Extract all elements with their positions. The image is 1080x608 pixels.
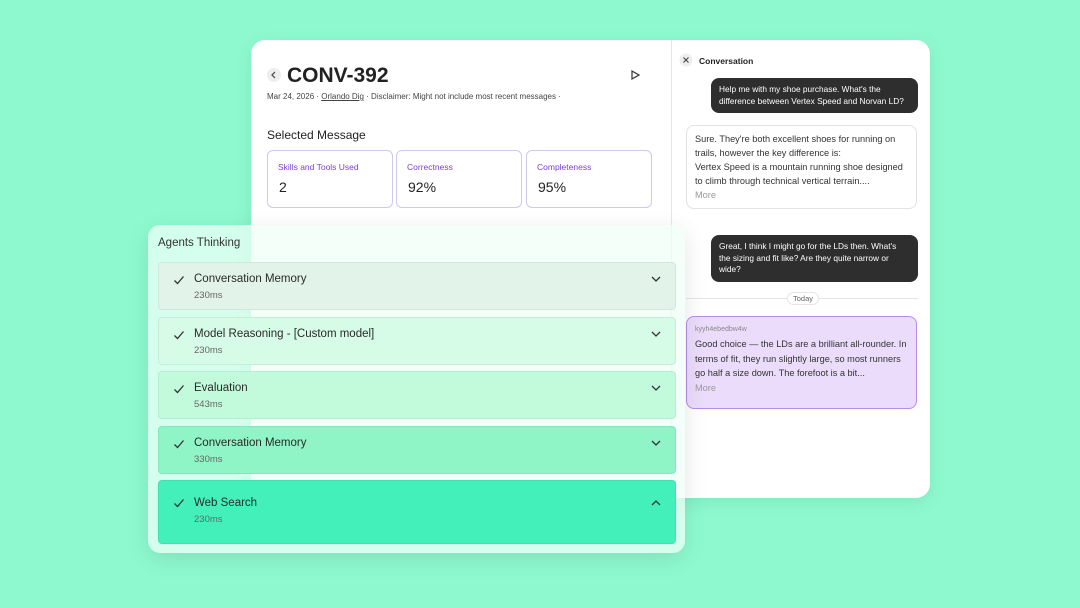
step-time: 230ms [194, 290, 223, 301]
metric-value: 95% [538, 179, 567, 195]
step-time: 330ms [194, 454, 223, 465]
chat-panel: Conversation Help me with my shoe purcha… [671, 40, 930, 498]
metric: Skills and Tools Used 2 [267, 150, 393, 208]
metric-label: Skills and Tools Used [278, 162, 359, 172]
step-time: 230ms [194, 514, 223, 525]
user[interactable]: Orlando Dig [321, 92, 364, 101]
play-button[interactable] [629, 69, 641, 81]
step-time: 543ms [194, 399, 223, 410]
more-link[interactable]: More [695, 382, 716, 393]
step-name: Conversation Memory [194, 273, 307, 285]
panel-title: Agents Thinking [158, 237, 241, 249]
date: Mar 24, 2026 [267, 92, 315, 101]
metric-value: 2 [279, 179, 287, 195]
step[interactable]: Conversation Memory 230ms [158, 262, 676, 310]
step-name: Evaluation [194, 382, 248, 394]
metric-value: 92% [408, 179, 437, 195]
step-expanded[interactable]: Web Search 230ms [158, 480, 676, 544]
step[interactable]: Model Reasoning - [Custom model] 230ms [158, 317, 676, 365]
message-text: Good choice — the LDs are a brilliant al… [695, 339, 907, 378]
step-name: Web Search [194, 497, 258, 509]
message-line: Sure. They're both excellent shoes for r… [695, 134, 896, 158]
message-id: kyyh4ebedbw4w [695, 326, 747, 333]
metric: Correctness 92% [396, 150, 522, 208]
back-button[interactable] [267, 68, 281, 82]
step[interactable]: Conversation Memory 330ms [158, 426, 676, 474]
agent-message-selected[interactable]: kyyh4ebedbw4w Good choice — the LDs are … [686, 316, 917, 409]
step-name: Conversation Memory [194, 437, 307, 449]
disclaimer: Disclaimer: Might not include most recen… [371, 92, 557, 101]
chat-title: Conversation [699, 56, 754, 66]
message-line: Vertex Speed is a mountain running shoe … [695, 162, 903, 186]
section-title: Selected Message [267, 128, 366, 142]
step-time: 230ms [194, 345, 223, 356]
step[interactable]: Evaluation 543ms [158, 371, 676, 419]
close-button[interactable] [679, 53, 693, 67]
metric-label: Completeness [537, 162, 592, 172]
agents-thinking-panel: Agents Thinking Conversation Memory 230ms… [148, 225, 685, 553]
title: CONV-392 [287, 64, 389, 87]
user-message: Help me with my shoe purchase. What's th… [711, 78, 918, 113]
divider-label: Today [787, 292, 820, 305]
step-name: Model Reasoning - [Custom model] [194, 328, 375, 340]
metric-label: Correctness [407, 162, 453, 172]
metric: Completeness 95% [526, 150, 652, 208]
agent-message: Sure. They're both excellent shoes for r… [686, 125, 917, 209]
meta: Mar 24, 2026 · Orlando Dig · Disclaimer:… [267, 92, 561, 101]
more-link[interactable]: More [695, 190, 716, 200]
user-message: Great, I think I might go for the LDs th… [711, 235, 918, 282]
